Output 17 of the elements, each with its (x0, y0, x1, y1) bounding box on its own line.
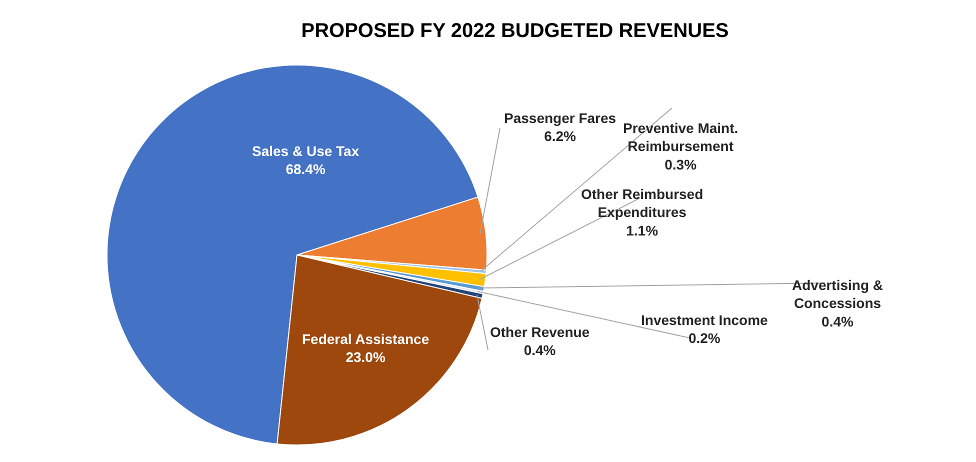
data-label: 0.4% (524, 342, 556, 358)
data-label: 0.3% (664, 156, 698, 172)
data-label: 0.4% (822, 313, 854, 330)
slice-label: Other Revenue (490, 324, 590, 340)
data-label: 0.2% (688, 330, 721, 346)
data-label: 6.2% (544, 128, 577, 144)
slice-label: Federal Assistance (302, 331, 430, 347)
slice-label: Other Reimbursed Expenditures (581, 186, 704, 220)
data-label: 68.4% (286, 161, 326, 178)
slice-label: Investment Income (641, 312, 768, 328)
data-label: 1.1% (626, 222, 659, 238)
slice-label: Sales & Use Tax (252, 143, 360, 159)
data-label: 23.0% (346, 349, 386, 366)
chart-title: PROPOSED FY 2022 BUDGETED REVENUES (301, 20, 729, 42)
slice-label: Passenger Fares (504, 110, 616, 126)
slice-label: Preventive Maint. Reimbursement (623, 120, 738, 154)
slice-label: Advertising & Concessions (792, 277, 884, 312)
